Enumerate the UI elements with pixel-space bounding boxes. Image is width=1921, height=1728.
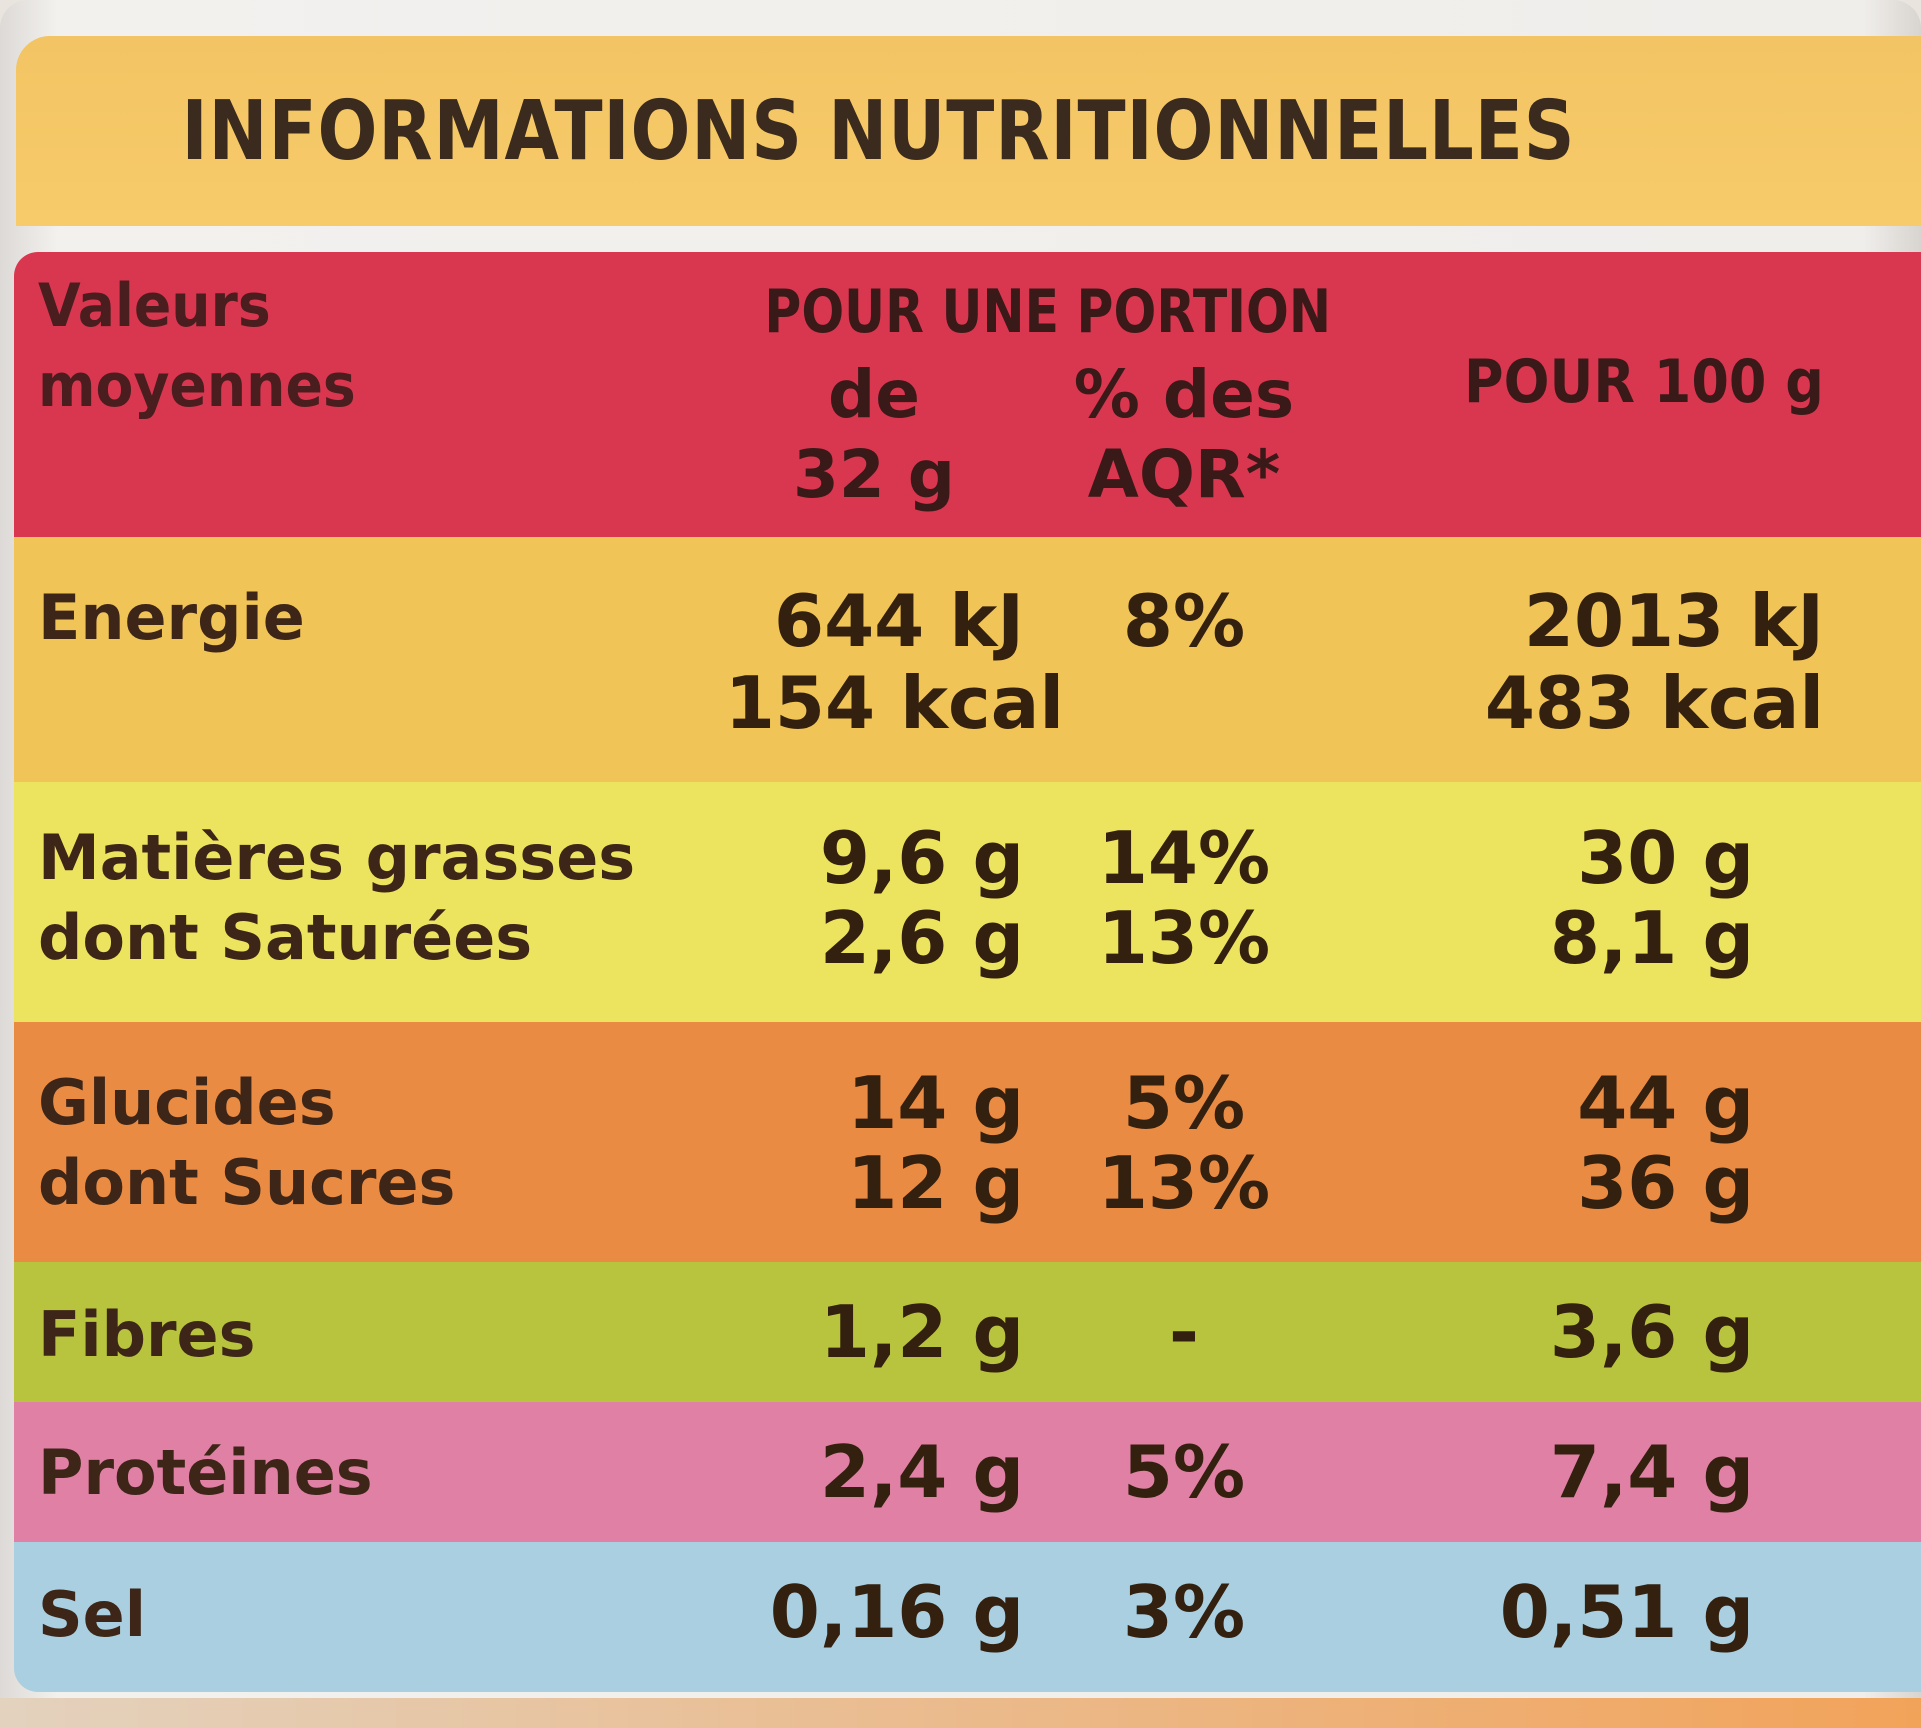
row-fibres: Fibres 1,2 g - 3,6 g xyxy=(14,1262,1921,1402)
page-title: INFORMATIONS NUTRITIONNELLES xyxy=(181,83,1576,179)
bottom-edge xyxy=(0,1698,1921,1728)
salt-per100: 0,51 g xyxy=(1499,1570,1754,1654)
carbs-per100: 44 g xyxy=(1577,1061,1754,1145)
energy-label: Energie xyxy=(38,581,305,654)
table-header-row: Valeurs moyennes POUR UNE PORTION de 32 … xyxy=(14,252,1921,537)
fibres-per100: 3,6 g xyxy=(1549,1290,1754,1374)
row-fat: Matières grasses 9,6 g 14% 30 g dont Sat… xyxy=(14,782,1921,1022)
header-per100: POUR 100 g xyxy=(1464,347,1824,417)
fibres-label: Fibres xyxy=(38,1298,256,1371)
sugars-label: dont Sucres xyxy=(38,1146,456,1219)
proteins-label: Protéines xyxy=(38,1436,373,1509)
row-energy: Energie 644 kJ 154 kcal 8% 2013 kJ 483 k… xyxy=(14,537,1921,782)
energy-aqr: 8% xyxy=(1122,579,1246,663)
row-carbs: Glucides 14 g 5% 44 g dont Sucres 12 g 1… xyxy=(14,1022,1921,1262)
carbs-aqr: 5% xyxy=(1122,1061,1246,1145)
energy-per100-kj: 2013 kJ xyxy=(1523,579,1824,663)
sugars-aqr: 13% xyxy=(1097,1141,1271,1225)
nutrition-table: Valeurs moyennes POUR UNE PORTION de 32 … xyxy=(14,252,1921,1692)
salt-portion: 0,16 g xyxy=(769,1570,1024,1654)
salt-aqr: 3% xyxy=(1122,1570,1246,1654)
proteins-portion: 2,4 g xyxy=(819,1430,1024,1514)
salt-label: Sel xyxy=(38,1578,146,1651)
sugars-per100: 36 g xyxy=(1577,1141,1754,1225)
header-label-line1: Valeurs xyxy=(38,271,271,341)
saturated-label: dont Saturées xyxy=(38,901,533,974)
fat-per100: 30 g xyxy=(1577,816,1754,900)
title-band: INFORMATIONS NUTRITIONNELLES xyxy=(16,36,1921,226)
carbs-label: Glucides xyxy=(38,1066,336,1139)
header-aqr-line2: AQR* xyxy=(1087,436,1281,513)
saturated-portion: 2,6 g xyxy=(819,896,1024,980)
fibres-aqr: - xyxy=(1169,1290,1199,1374)
row-salt: Sel 0,16 g 3% 0,51 g xyxy=(14,1542,1921,1692)
row-proteins: Protéines 2,4 g 5% 7,4 g xyxy=(14,1402,1921,1542)
fat-aqr: 14% xyxy=(1097,816,1271,900)
carbs-portion: 14 g xyxy=(847,1061,1024,1145)
saturated-aqr: 13% xyxy=(1097,896,1271,980)
fat-portion: 9,6 g xyxy=(819,816,1024,900)
proteins-aqr: 5% xyxy=(1122,1430,1246,1514)
energy-per100-kcal: 483 kcal xyxy=(1484,661,1824,745)
energy-portion-kj: 644 kJ xyxy=(773,579,1024,663)
header-portion-title: POUR UNE PORTION xyxy=(764,277,1332,347)
header-label-line2: moyennes xyxy=(38,351,356,421)
header-aqr-line1: % des xyxy=(1073,356,1295,433)
header-portion-qty: 32 g xyxy=(792,436,956,513)
proteins-per100: 7,4 g xyxy=(1549,1430,1754,1514)
header-portion-de: de xyxy=(827,356,920,433)
fat-label: Matières grasses xyxy=(38,821,636,894)
fibres-portion: 1,2 g xyxy=(819,1290,1024,1374)
sugars-portion: 12 g xyxy=(847,1141,1024,1225)
saturated-per100: 8,1 g xyxy=(1549,896,1754,980)
energy-portion-kcal: 154 kcal xyxy=(724,661,1064,745)
